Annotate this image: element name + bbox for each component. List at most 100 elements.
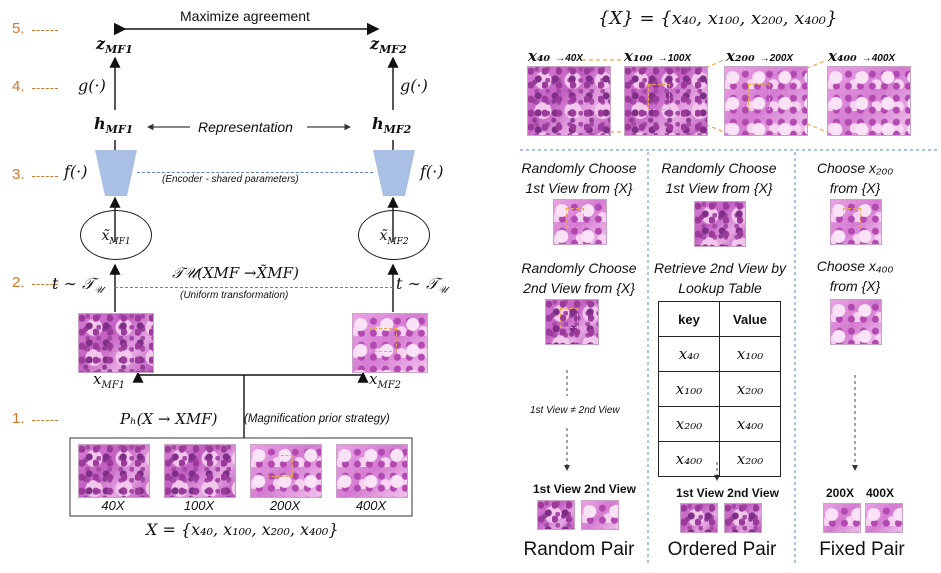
- z-mf2-symbol: z: [370, 34, 380, 53]
- random-neq-label: 1st View ≠ 2nd View: [530, 405, 620, 416]
- fixed-200x-zoombox: [843, 208, 861, 228]
- uniform-transform-line: [115, 287, 393, 288]
- lookup-header-key: key: [658, 301, 720, 337]
- lookup-value: x₂₀₀: [719, 441, 781, 477]
- top-image-40x: [527, 66, 611, 136]
- top-image-100x: [624, 66, 708, 136]
- ordered-first-view-image: [694, 201, 746, 247]
- fixed-choose-400-line2: from {X}: [829, 278, 881, 294]
- fixed-choose-200-line2: from {X}: [829, 180, 881, 196]
- top-label-200: x₂₀₀ →200X: [726, 46, 793, 65]
- t-sampling-right: t ∼ 𝒯𝒰: [396, 274, 447, 296]
- random-choose-first: Randomly Choose 1st View from {X}: [517, 158, 641, 198]
- x-mf2-label: xMF2: [369, 370, 401, 391]
- image-200x: [250, 444, 322, 498]
- x-tilde-mf1-node: x̃MF1: [80, 210, 152, 260]
- x-mf2-symbol: x: [369, 370, 378, 388]
- h-mf2: hMF2: [372, 114, 411, 136]
- ordered-pair-label: Ordered Pair: [667, 539, 777, 560]
- fixed-choose-200: Choose x₂₀₀ from {X}: [800, 158, 910, 198]
- lookup-row: x₂₀₀ x₄₀₀: [658, 406, 781, 442]
- random-first-view-image: [553, 199, 607, 245]
- fixed-pair-image-1: [823, 503, 861, 533]
- fixed-pair-header-200: 200X: [826, 486, 855, 500]
- step-2: 2.: [12, 274, 25, 291]
- top-image-100x-zoombox: [648, 84, 670, 110]
- t-sampling-left-symbol: t ∼ 𝒯: [52, 274, 95, 293]
- encoder-shared-line: [137, 172, 373, 173]
- image-x-mf2: [352, 313, 428, 373]
- h-mf1-symbol: h: [94, 114, 106, 133]
- top-image-200x-zoombox: [748, 84, 770, 110]
- lookup-key: x₂₀₀: [658, 406, 720, 442]
- random-choose-first-line1: Randomly Choose: [521, 160, 637, 176]
- step-1: 1.: [12, 410, 25, 427]
- top-image-400x: [827, 66, 911, 136]
- prior-formula: Pₕ(X → XMF): [120, 410, 218, 428]
- lookup-table-header: key Value: [658, 301, 781, 337]
- lookup-value: x₂₀₀: [719, 371, 781, 407]
- ordered-choose-first: Randomly Choose 1st View from {X}: [655, 158, 783, 198]
- t-sampling-left-sub: 𝒰: [94, 285, 104, 297]
- random-pair-image-2: [581, 500, 619, 530]
- top-label-400-math: x₄₀₀: [828, 47, 857, 65]
- ordered-retrieve-line2: Lookup Table: [678, 280, 762, 296]
- top-label-40: x₄₀ →40X: [528, 46, 583, 65]
- set-formula-right: {X} = {x₄₀, x₁₀₀, x₂₀₀, x₄₀₀}: [598, 8, 838, 29]
- f-function-left: f(·): [64, 162, 88, 181]
- step-3: 3.: [12, 166, 25, 183]
- top-label-200-arrow: →200X: [759, 53, 794, 64]
- set-formula-left: X = {x₄₀, x₁₀₀, x₂₀₀, x₄₀₀}: [146, 520, 339, 539]
- step-4: 4.: [12, 78, 25, 95]
- step-5: 5.: [12, 20, 25, 37]
- g-function-left: g(·): [78, 76, 106, 95]
- random-first-view-zoombox: [566, 208, 584, 228]
- image-100x: [164, 444, 236, 498]
- random-pair-label: Random Pair: [523, 539, 635, 560]
- z-mf1: zMF1: [96, 34, 133, 56]
- fixed-200x-image: [830, 199, 882, 245]
- random-choose-second: Randomly Choose 2nd View from {X}: [517, 258, 641, 298]
- mag-label-200x: 200X: [269, 498, 301, 513]
- fixed-choose-400: Choose x₄₀₀ from {X}: [800, 256, 910, 296]
- x-mf1-sub: MF1: [101, 380, 126, 391]
- z-mf2: zMF2: [370, 34, 407, 56]
- uniform-transform-formula: 𝒯𝒰(XMF →X̃MF): [172, 264, 299, 282]
- t-sampling-right-sub: 𝒰: [438, 285, 448, 297]
- t-sampling-left: t ∼ 𝒯𝒰: [52, 274, 103, 296]
- ordered-pair-header: 1st View 2nd View: [676, 486, 779, 500]
- ordered-pair-image-1: [680, 503, 718, 533]
- z-mf1-sub: MF1: [105, 43, 133, 57]
- lookup-table: key Value x₄₀ x₁₀₀ x₁₀₀ x₂₀₀ x₂₀₀ x₄₀₀ x…: [658, 301, 781, 477]
- prior-note: (Magnification prior strategy): [244, 413, 390, 425]
- random-pair-image-1: [537, 500, 575, 530]
- image-x-mf1: [78, 313, 154, 373]
- step-1-leader: [32, 420, 58, 421]
- encoder-shared-note: (Encoder - shared parameters): [162, 174, 299, 185]
- x-tilde-mf1-symbol: x̃: [101, 228, 110, 244]
- lookup-row: x₄₀₀ x₂₀₀: [658, 441, 781, 477]
- ordered-choose-first-line2: 1st View from {X}: [665, 180, 773, 196]
- x-tilde-mf2-sub: MF2: [387, 237, 409, 248]
- lookup-row: x₁₀₀ x₂₀₀: [658, 371, 781, 407]
- mag-label-40x: 40X: [101, 498, 125, 513]
- ordered-pair-image-2: [724, 503, 762, 533]
- image-400x: [336, 444, 408, 498]
- step-3-leader: [32, 176, 58, 177]
- x-tilde-mf2-node: x̃MF2: [358, 210, 430, 260]
- x-mf1-symbol: x: [93, 370, 102, 388]
- x-tilde-mf2-symbol: x̃: [379, 228, 388, 244]
- top-label-100-math: x₁₀₀: [624, 47, 653, 65]
- representation-label: Representation: [198, 119, 293, 135]
- fixed-choose-400-line1: Choose x₄₀₀: [816, 258, 894, 274]
- fixed-choose-200-line1: Choose x₂₀₀: [816, 160, 894, 176]
- fixed-400x-image: [830, 299, 882, 345]
- lookup-value: x₁₀₀: [719, 336, 781, 372]
- random-choose-first-line2: 1st View from {X}: [525, 180, 633, 196]
- z-mf2-sub: MF2: [379, 43, 407, 57]
- t-sampling-right-symbol: t ∼ 𝒯: [396, 274, 439, 293]
- encoder-right-icon: [373, 150, 415, 196]
- random-second-view-zoombox: [560, 308, 578, 328]
- fixed-pair-image-2: [865, 503, 903, 533]
- random-pair-header: 1st View 2nd View: [533, 482, 636, 496]
